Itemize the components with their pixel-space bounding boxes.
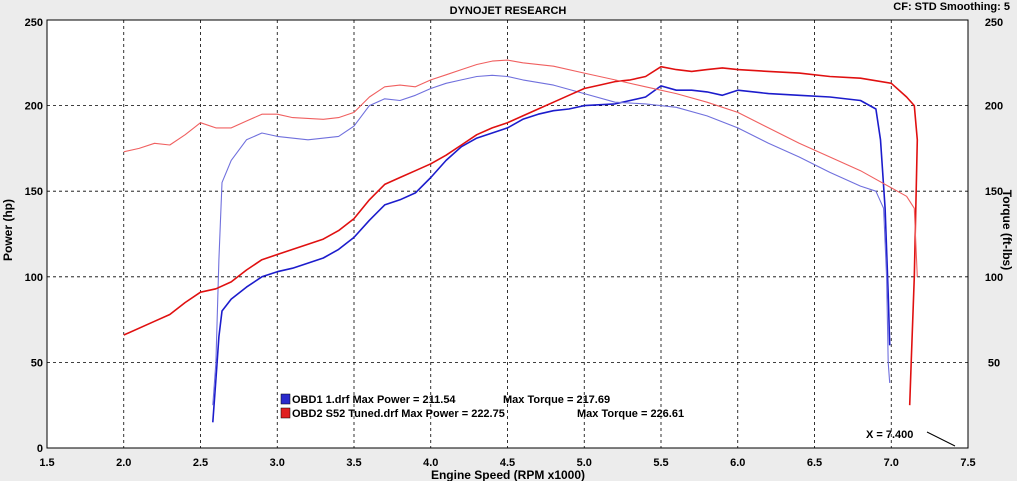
x-tick-label: 6.0 <box>730 457 745 469</box>
legend-label-obd1: OBD1 1.drf Max Power = 211.54 <box>292 394 456 406</box>
x-tick-label: 2.5 <box>193 457 208 469</box>
legend-swatch-obd2 <box>280 407 291 419</box>
grid <box>46 19 969 449</box>
x-tick-label: 5.0 <box>577 457 592 469</box>
y-tick-label: 250 <box>25 17 43 29</box>
legend-swatch-obd1 <box>280 393 291 405</box>
y2-tick-label: 50 <box>988 357 1000 369</box>
plot-area <box>47 20 968 448</box>
legend: OBD1 1.drf Max Power = 211.54 Max Torque… <box>280 393 684 420</box>
series-group <box>123 59 919 423</box>
x-tick-label: 1.5 <box>39 457 54 469</box>
y-axis-label-torque: Torque (ft-lbs) <box>1000 190 1014 270</box>
series-line-obd2-power <box>123 65 919 406</box>
legend-torque-obd2: Max Torque = 226.61 <box>577 408 684 420</box>
series-line-obd1-torque <box>212 74 891 406</box>
x-tick-label: 6.5 <box>807 457 822 469</box>
x-tick-label: 7.0 <box>884 457 899 469</box>
y2-tick-label: 200 <box>985 101 1003 113</box>
settings-readout: CF: STD Smoothing: 5 <box>893 1 1010 13</box>
legend-label-obd2: OBD2 S52 Tuned.drf Max Power = 222.75 <box>292 408 505 420</box>
x-tick-label: 4.0 <box>423 457 438 469</box>
x-tick-label: 3.0 <box>270 457 285 469</box>
y-tick-label: 150 <box>25 186 43 198</box>
legend-torque-obd1: Max Torque = 217.69 <box>503 394 610 406</box>
tick-labels: 1.5 2.0 2.5 3.0 3.5 4.0 4.5 5.0 5.5 6.0 6.5 7.0 7.5 0… <box>25 17 1004 469</box>
plot-frame <box>46 19 969 449</box>
y-tick-label: 50 <box>31 357 43 369</box>
x-tick-label: 4.5 <box>500 457 515 469</box>
y-tick-label: 100 <box>25 272 43 284</box>
y2-tick-label: 100 <box>985 272 1003 284</box>
x-tick-label: 3.5 <box>346 457 361 469</box>
y2-tick-label: 150 <box>985 186 1003 198</box>
series-line-obd1-power <box>212 85 891 423</box>
chart-title: DYNOJET RESEARCH <box>450 5 567 17</box>
x-tick-label: 7.5 <box>960 457 975 469</box>
y-tick-label: 0 <box>37 443 43 455</box>
x-tick-label: 2.0 <box>116 457 131 469</box>
x-axis-label: Engine Speed (RPM x1000) <box>431 468 585 481</box>
y-axis-label-power: Power (hp) <box>1 199 15 261</box>
x-tick-label: 5.5 <box>653 457 668 469</box>
series-line-obd2-torque <box>123 59 918 277</box>
cursor-readout: X = 7.400 <box>866 429 913 441</box>
y2-tick-label: 250 <box>985 17 1003 29</box>
cursor-readout-leader <box>926 431 956 447</box>
y-tick-label: 200 <box>25 101 43 113</box>
